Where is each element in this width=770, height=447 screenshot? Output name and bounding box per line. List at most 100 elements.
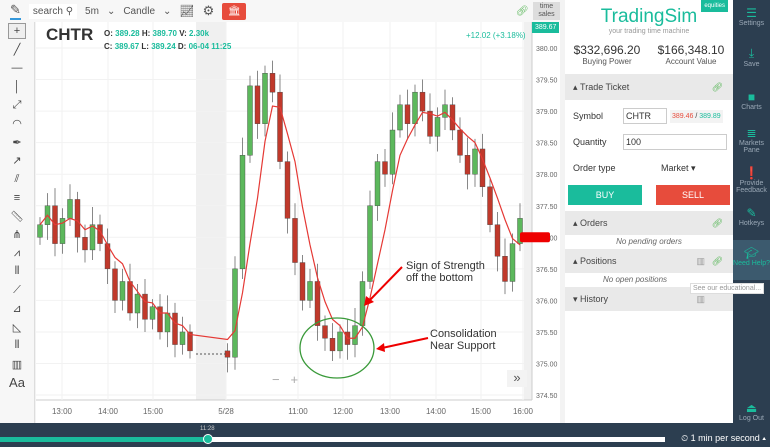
trade-ticket-header[interactable]: ▴ Trade Ticket 🔗︎ bbox=[565, 74, 733, 100]
price-chart[interactable]: 380.00379.50379.00378.50378.00377.50377.… bbox=[36, 22, 560, 423]
symbol-input[interactable]: CHTR bbox=[623, 108, 667, 124]
sidebar-hotkeys[interactable]: ✎ Hotkeys bbox=[733, 200, 770, 240]
candle bbox=[307, 281, 313, 301]
triangle-tool[interactable]: ◺ bbox=[12, 321, 22, 334]
lines-tool[interactable]: ≡ bbox=[13, 191, 21, 204]
candle bbox=[464, 155, 471, 175]
zoom-controls: − + bbox=[272, 372, 298, 387]
gear-icon[interactable]: ⚙ bbox=[202, 3, 215, 18]
link-icon[interactable]: 🔗︎ bbox=[516, 5, 529, 17]
chart-type-select[interactable]: Candle bbox=[123, 5, 156, 17]
link-icon[interactable]: 🔗︎ bbox=[711, 255, 723, 266]
sidebar-markets-pane[interactable]: ≣ Markets Pane bbox=[733, 120, 770, 160]
time-sales-button[interactable]: time sales bbox=[533, 2, 560, 20]
bank-icon: 🏛︎ bbox=[227, 5, 241, 17]
graduation-cap-icon: 🎓︎ bbox=[743, 246, 760, 260]
candle bbox=[254, 85, 261, 124]
candle bbox=[337, 331, 343, 352]
scroll-to-end-button[interactable]: » bbox=[507, 370, 527, 387]
bar-chart-icon[interactable]: ▥ bbox=[696, 255, 705, 266]
sidebar-label: Provide Feedback bbox=[736, 180, 767, 194]
crosshair-tool[interactable]: + bbox=[0, 22, 34, 41]
horizontal-line-tool[interactable]: — bbox=[11, 62, 23, 75]
channel-tool[interactable]: ⫽ bbox=[14, 172, 20, 185]
candle bbox=[412, 91, 418, 124]
pencil-icon[interactable]: ✎ bbox=[10, 2, 21, 20]
y-tick-label: 378.50 bbox=[536, 141, 558, 148]
annotation-line: Sign of Strength bbox=[406, 260, 485, 272]
speed-control[interactable]: ⏲ 1 min per second ▴ bbox=[681, 433, 766, 443]
y-tick-label: 376.00 bbox=[536, 298, 558, 305]
ray-tool[interactable]: ⤢ bbox=[12, 98, 22, 111]
ruler-tool[interactable]: 📏︎ bbox=[10, 210, 24, 223]
gann-tool[interactable]: ⟋ bbox=[13, 283, 21, 296]
orders-header[interactable]: ▴ Orders 🔗︎ bbox=[565, 211, 733, 235]
y-tick-label: 378.00 bbox=[536, 172, 558, 179]
quantity-input[interactable]: 100 bbox=[623, 134, 727, 150]
candle bbox=[247, 85, 253, 156]
y-tick-label: 379.50 bbox=[536, 78, 558, 85]
annotation-line: Near Support bbox=[430, 340, 496, 352]
cycle-tool[interactable]: ⦀ bbox=[14, 339, 20, 352]
curve-tool[interactable]: ◠ bbox=[12, 118, 22, 131]
h-label: H: bbox=[141, 29, 151, 38]
edit-icon: ✎ bbox=[746, 206, 757, 220]
trendline-tool[interactable]: ╱ bbox=[13, 44, 21, 57]
indicators-icon[interactable]: 📈︎ bbox=[179, 4, 195, 18]
interval-select[interactable]: 5m bbox=[85, 5, 99, 17]
date-value: 06-04 11:25 bbox=[188, 42, 232, 51]
link-icon[interactable]: 🔗︎ bbox=[711, 217, 723, 228]
candle bbox=[127, 281, 133, 314]
text-tool[interactable]: Aa bbox=[9, 375, 25, 391]
sidebar-feedback[interactable]: ❗ Provide Feedback bbox=[733, 160, 770, 200]
right-sidebar: ☰ Settings ⤓ Save ■ Charts ≣ Markets Pane ❗ P… bbox=[733, 0, 770, 423]
sidebar-save[interactable]: ⤓ Save bbox=[733, 40, 770, 80]
y-tick-label: 375.50 bbox=[536, 330, 558, 337]
drawing-tools: + ╱ — │ ⤢ ◠ ✒ ↗ ⫽ ≡ 📏︎ ⋔ ⩘ ⫴ ⟋ ⊿ ◺ ⦀ ▥ A… bbox=[0, 22, 35, 423]
playback-handle[interactable] bbox=[202, 434, 213, 444]
sidebar-label: Need Help? bbox=[733, 260, 770, 267]
fan-tool[interactable]: ⊿ bbox=[12, 303, 22, 316]
pitchfork-tool[interactable]: ⋔ bbox=[12, 229, 22, 242]
candle bbox=[329, 338, 336, 352]
sell-button[interactable]: SELL bbox=[656, 185, 730, 205]
vertical-line-tool[interactable]: │ bbox=[13, 80, 21, 93]
pattern-tool[interactable]: ⩘ bbox=[13, 246, 21, 259]
grid-tool[interactable]: ▥ bbox=[11, 358, 23, 371]
buy-button[interactable]: BUY bbox=[568, 185, 642, 205]
candle bbox=[434, 117, 441, 137]
link-icon[interactable]: 🔗︎ bbox=[711, 81, 723, 92]
order-type-select[interactable]: Market ▾ bbox=[661, 162, 696, 173]
ohlc-readout: O: 389.28 H: 389.70 V: 2.30k C: 389.67 L… bbox=[104, 27, 231, 53]
search-input[interactable]: search ⚲ bbox=[28, 3, 78, 19]
sidebar-label: Hotkeys bbox=[738, 220, 765, 227]
zoom-out-icon[interactable]: − bbox=[272, 372, 280, 387]
arrow-tool[interactable]: ↗ bbox=[12, 155, 22, 168]
candle bbox=[457, 129, 463, 156]
brush-tool[interactable]: ✒ bbox=[12, 136, 22, 149]
bar-chart-icon[interactable]: ▥ bbox=[696, 293, 705, 304]
close-value: 389.67 bbox=[114, 42, 140, 51]
bank-button[interactable]: 🏛︎ bbox=[222, 2, 247, 20]
candle bbox=[269, 73, 276, 93]
brand-logo: TradingSim bbox=[600, 6, 698, 27]
chart-canvas[interactable]: 380.00379.50379.00378.50378.00377.50377.… bbox=[36, 22, 560, 423]
annotation-consolidation: Consolidation Near Support bbox=[430, 328, 497, 352]
annotation-strength: Sign of Strength off the bottom bbox=[406, 260, 485, 284]
positions-header[interactable]: ▴ Positions ▥ 🔗︎ bbox=[565, 249, 733, 273]
sidebar-label: Markets Pane bbox=[739, 140, 764, 154]
chart-square-icon: ■ bbox=[747, 90, 756, 104]
sidebar-help[interactable]: 🎓︎ Need Help? bbox=[733, 240, 770, 280]
axis-shade bbox=[524, 22, 532, 400]
candle bbox=[262, 73, 268, 124]
fib-tool[interactable]: ⫴ bbox=[14, 265, 20, 278]
playback-slider[interactable] bbox=[0, 434, 665, 444]
sidebar-charts[interactable]: ■ Charts bbox=[733, 80, 770, 120]
sidebar-settings[interactable]: ☰ Settings bbox=[733, 0, 770, 40]
zoom-in-icon[interactable]: + bbox=[290, 372, 299, 387]
candle bbox=[517, 218, 523, 244]
no-orders-note: No pending orders bbox=[616, 237, 682, 246]
candle bbox=[89, 224, 96, 251]
candle bbox=[472, 148, 478, 175]
sidebar-logout[interactable]: ⏏ Log Out bbox=[733, 395, 770, 435]
